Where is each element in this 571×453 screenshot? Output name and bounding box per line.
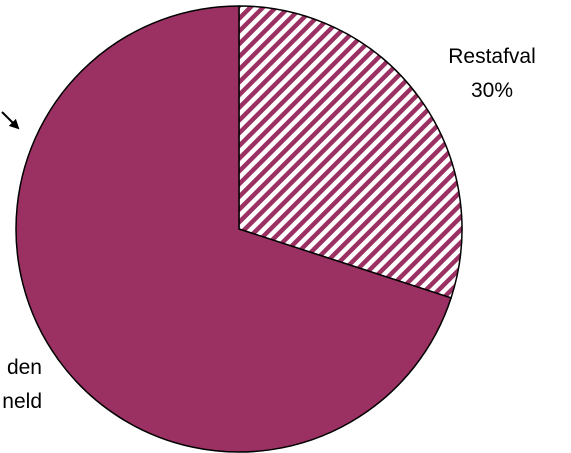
slice-label-fragment-1: den: [7, 356, 42, 379]
pie-slices: [15, 5, 463, 453]
slice-label-fragment-2: neld: [2, 390, 42, 413]
slice-value-label-restafval: 30%: [471, 79, 513, 102]
pie-slice-1: [15, 5, 453, 453]
slice-label-restafval: Restafval: [448, 45, 536, 68]
pie-slice-0: [238, 5, 463, 299]
leader-arrow: [1, 111, 20, 130]
